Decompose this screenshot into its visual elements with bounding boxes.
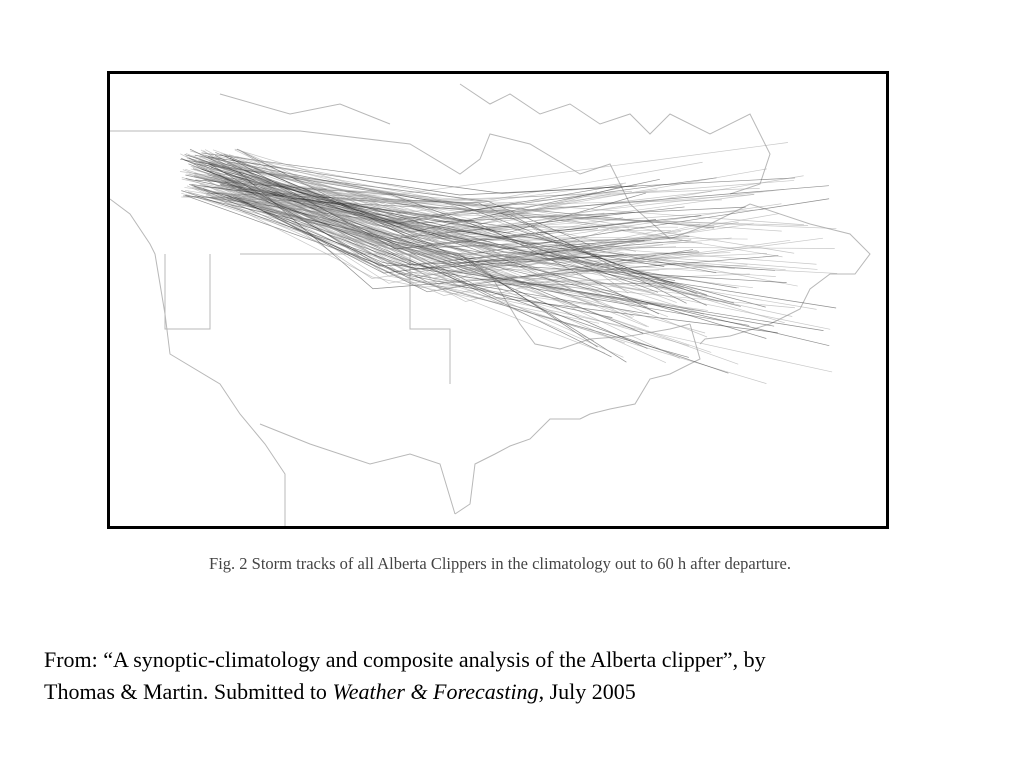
storm-track: [214, 164, 629, 294]
journal-name: Weather & Forecasting: [332, 679, 539, 704]
storm-track: [187, 191, 732, 265]
storm-track: [227, 184, 734, 304]
storm-track: [181, 192, 835, 249]
storm-track: [236, 156, 760, 202]
storm-track: [226, 181, 785, 224]
coastline: [110, 198, 286, 526]
coastline: [459, 83, 771, 195]
storm-track: [200, 149, 795, 309]
storm-track: [209, 163, 700, 267]
storm-track: [239, 149, 609, 285]
citation-line: Thomas & Martin. Submitted to Weather & …: [44, 676, 766, 708]
storm-track: [235, 196, 645, 274]
storm-track: [221, 166, 793, 317]
storm-track: [233, 196, 694, 293]
map: [110, 83, 871, 526]
source-citation: From: “A synoptic-climatology and compos…: [44, 644, 766, 708]
figure-caption: Fig. 2 Storm tracks of all Alberta Clipp…: [209, 554, 791, 573]
storm-track: [191, 184, 707, 296]
citation-text: Thomas & Martin. Submitted to: [44, 679, 333, 704]
coastline: [219, 93, 391, 125]
storm-track: [194, 174, 748, 284]
storm-track: [224, 197, 618, 303]
storm-track: [194, 172, 739, 289]
storm-track: [184, 175, 804, 232]
storm-track: [208, 163, 670, 249]
storm-track: [237, 179, 595, 342]
storm-track: [230, 163, 785, 324]
storm-track: [210, 167, 665, 267]
storm-track: [186, 159, 753, 289]
storm-track: [204, 175, 624, 358]
storm-track: [220, 153, 795, 254]
storm-track: [237, 161, 708, 338]
map-figure: [107, 71, 889, 529]
storm-track: [186, 194, 787, 283]
storm-track: [190, 168, 647, 327]
coastline: [454, 323, 701, 515]
storm-track: [200, 155, 617, 274]
storm-track: [224, 180, 795, 206]
storm-track: [186, 185, 698, 296]
state-lines: [164, 254, 211, 330]
storm-track: [184, 154, 623, 224]
border-line: [259, 423, 456, 515]
storm-track: [228, 154, 809, 227]
map-outlines: [110, 83, 871, 526]
storm-tracks: [179, 142, 838, 384]
state-lines: [409, 254, 451, 384]
citation-line: From: “A synoptic-climatology and compos…: [44, 647, 766, 672]
storm-track: [204, 149, 791, 286]
storm-track: [236, 148, 837, 309]
storm-track: [188, 157, 830, 347]
storm-track: [190, 184, 600, 324]
storm-track: [199, 183, 709, 297]
storm-track: [235, 183, 677, 255]
storm-track: [181, 190, 624, 270]
storm-track: [238, 171, 779, 290]
storm-track: [238, 194, 606, 354]
storm-track: [229, 157, 598, 250]
storm-track: [234, 148, 658, 217]
storm-track: [181, 190, 680, 359]
citation-text: , July 2005: [538, 679, 636, 704]
storm-track: [226, 194, 750, 326]
storm-track: [194, 186, 783, 258]
storm-track: [207, 156, 796, 196]
storm-track: [194, 196, 690, 347]
storm-track: [210, 158, 767, 339]
